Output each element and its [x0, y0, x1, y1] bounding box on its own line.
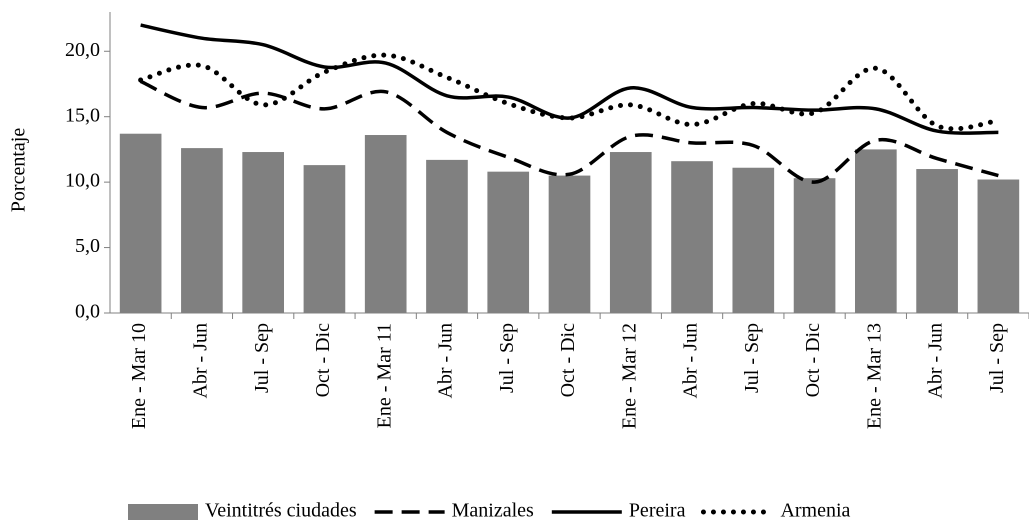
x-tick-label: Abr - Jun [680, 323, 702, 399]
x-tick-label: Ene - Mar 10 [128, 323, 150, 429]
bar [855, 149, 897, 313]
legend-label: Pereira [629, 500, 686, 522]
bar [303, 165, 346, 313]
bar [487, 171, 530, 313]
y-axis-label: Porcentaje [8, 128, 30, 213]
bar [671, 161, 713, 313]
y-tick-label: 0,0 [75, 301, 100, 323]
x-tick-label: Jul - Sep [251, 323, 273, 393]
x-tick-label: Abr - Jun [925, 323, 947, 399]
legend-label: Armenia [780, 500, 850, 522]
bar [242, 152, 284, 313]
x-tick-label: Jul - Sep [496, 323, 518, 393]
bar [916, 169, 958, 313]
line-solid [140, 23, 999, 135]
bar [548, 175, 591, 313]
legend-label: Manizales [452, 500, 534, 522]
legend-swatch [128, 504, 198, 520]
x-tick-label: Jul - Sep [741, 323, 763, 393]
line-dashed [139, 79, 999, 184]
x-tick-label: Oct - Dic [557, 323, 579, 398]
x-tick-label: Abr - Jun [189, 323, 211, 399]
bar [181, 148, 223, 313]
bar [609, 152, 652, 313]
y-tick-label: 10,0 [65, 170, 100, 192]
x-tick-label: Ene - Mar 11 [373, 323, 395, 428]
x-tick-label: Abr - Jun [435, 323, 457, 399]
bar [732, 167, 775, 313]
bar [793, 178, 836, 313]
y-tick-label: 15,0 [65, 104, 100, 126]
bar [119, 133, 162, 313]
y-tick-label: 5,0 [75, 235, 100, 257]
line-dotted [138, 52, 1001, 132]
x-tick-label: Ene - Mar 13 [863, 323, 885, 429]
x-tick-label: Jul - Sep [986, 323, 1008, 393]
bar [364, 135, 407, 313]
x-tick-label: Ene - Mar 12 [618, 323, 640, 429]
x-tick-label: Oct - Dic [802, 323, 824, 398]
x-tick-label: Oct - Dic [312, 323, 334, 398]
bar [426, 159, 468, 313]
bar [977, 179, 1020, 313]
y-tick-label: 20,0 [65, 39, 100, 61]
legend-label: Veintitrés ciudades [205, 500, 357, 522]
